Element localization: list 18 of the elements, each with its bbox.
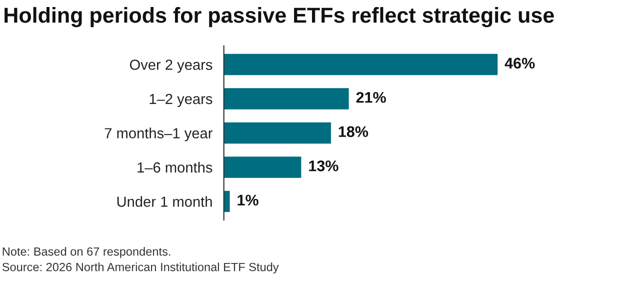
bar xyxy=(224,156,302,178)
bar xyxy=(224,190,230,212)
bar xyxy=(224,122,331,144)
chart-title: Holding periods for passive ETFs reflect strategic use xyxy=(4,7,554,28)
data-label: 13% xyxy=(309,160,338,172)
data-label: 21% xyxy=(356,92,386,103)
y-tick-label: Under 1 month xyxy=(117,196,212,207)
data-label: 46% xyxy=(504,58,535,69)
bar xyxy=(224,54,498,76)
source-note: Source: 2026 North American Institutional ETF Study xyxy=(2,262,279,274)
data-label: 18% xyxy=(338,126,368,138)
y-tick-label: 7 months–1 year xyxy=(104,128,212,142)
data-label: 1% xyxy=(238,194,258,206)
y-tick-label: Over 2 years xyxy=(130,60,212,73)
y-tick-label: 1–6 months xyxy=(138,162,212,173)
bar xyxy=(224,88,349,110)
text: Note: Based on 67 respondents. xyxy=(2,247,170,258)
y-tick-label: 1–2 years xyxy=(150,94,212,108)
